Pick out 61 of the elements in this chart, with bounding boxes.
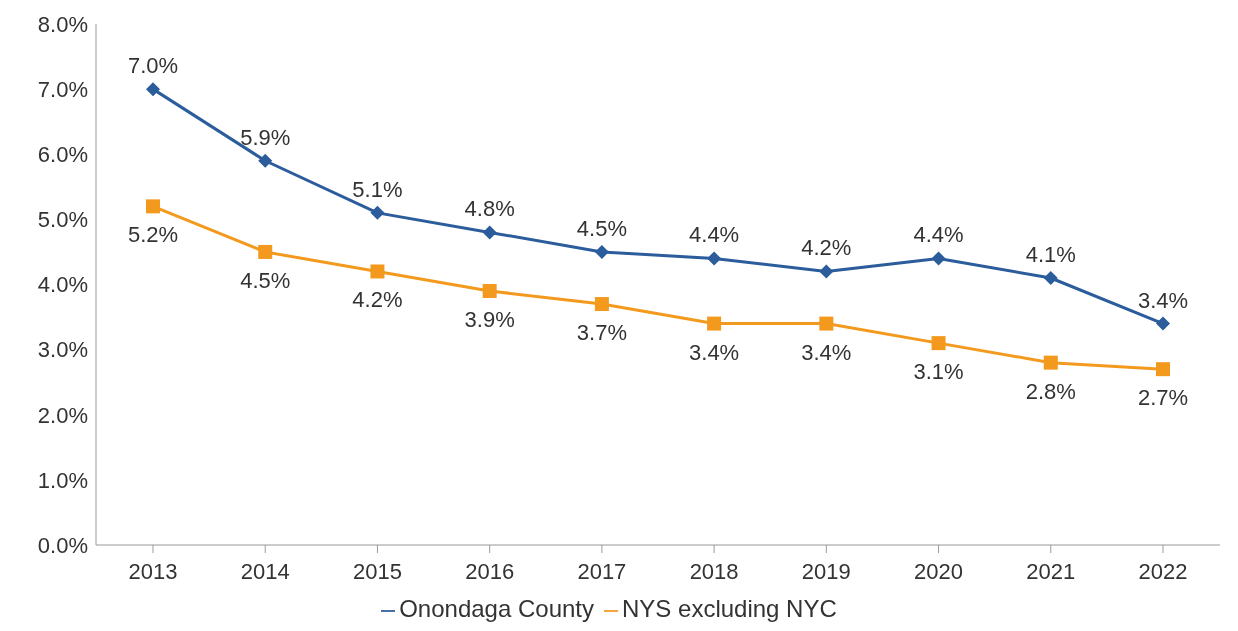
y-tick-label: 1.0% <box>37 467 88 493</box>
y-tick-label: 6.0% <box>37 142 88 168</box>
x-tick-label: 2022 <box>1138 558 1188 584</box>
data-label: 3.4% <box>689 339 740 365</box>
data-label: 3.4% <box>1137 287 1189 313</box>
y-tick-label: 4.0% <box>37 272 88 298</box>
data-label: 3.1% <box>913 359 964 385</box>
point <box>819 264 834 279</box>
x-tick-label: 2021 <box>1026 558 1076 584</box>
point <box>146 199 160 214</box>
data-label: 2.8% <box>1025 378 1076 404</box>
point <box>707 316 722 331</box>
point <box>1043 270 1058 285</box>
x-tick-label: 2018 <box>689 558 739 584</box>
x-tick-label: 2015 <box>352 558 402 584</box>
legend-label: NYS excluding NYC <box>622 595 837 622</box>
x-tick-label: 2017 <box>577 558 627 584</box>
point <box>146 82 160 97</box>
point <box>707 251 722 266</box>
point <box>594 297 609 312</box>
data-label: 4.4% <box>689 222 740 248</box>
data-label: 3.9% <box>464 307 515 333</box>
data-label: 5.2% <box>127 222 179 248</box>
point <box>819 316 834 331</box>
y-tick-label: 7.0% <box>37 76 88 102</box>
x-tick-label: 2014 <box>240 558 290 584</box>
y-tick-label: 2.0% <box>37 402 88 428</box>
x-tick-label: 2020 <box>914 558 964 584</box>
point <box>931 251 946 266</box>
legend-label: Onondaga County <box>399 595 595 622</box>
y-tick-label: 5.0% <box>37 207 88 233</box>
point <box>482 284 497 299</box>
point <box>1156 316 1170 331</box>
data-label: 5.9% <box>240 124 291 150</box>
data-label: 2.7% <box>1137 385 1189 411</box>
data-label: 4.5% <box>576 215 627 241</box>
point <box>594 244 609 259</box>
data-label: 5.1% <box>352 176 403 202</box>
data-label: 4.4% <box>913 222 964 248</box>
point <box>931 336 946 351</box>
x-tick-label: 2016 <box>465 558 515 584</box>
data-label: 4.8% <box>464 196 515 222</box>
data-label: 3.4% <box>801 339 852 365</box>
point <box>1156 362 1170 377</box>
data-label: 4.1% <box>1025 241 1076 267</box>
point <box>482 225 497 240</box>
data-label: 3.7% <box>576 320 627 346</box>
point <box>258 244 273 259</box>
point <box>258 153 273 168</box>
point <box>370 205 385 220</box>
data-label: 4.2% <box>801 235 852 261</box>
data-label: 4.5% <box>240 267 291 293</box>
y-tick-label: 8.0% <box>37 11 88 37</box>
y-tick-label: 3.0% <box>37 337 88 363</box>
data-label: 7.0% <box>127 53 179 79</box>
data-label: 4.2% <box>352 287 403 313</box>
x-tick-label: 2013 <box>128 558 178 584</box>
y-tick-label: 0.0% <box>37 532 88 558</box>
point <box>1043 355 1058 370</box>
x-tick-label: 2019 <box>801 558 851 584</box>
point <box>370 264 385 279</box>
